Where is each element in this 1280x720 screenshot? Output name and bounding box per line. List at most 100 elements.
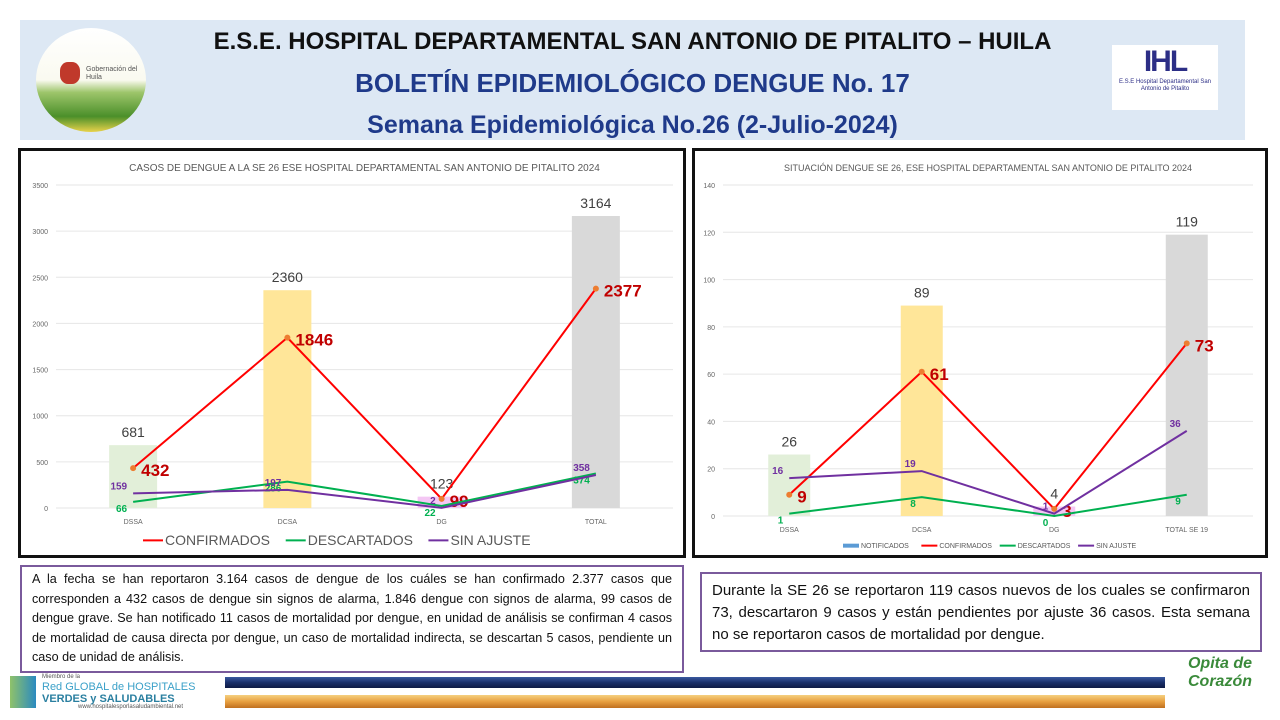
bar-value-label: 4 <box>1050 486 1058 502</box>
bar-value-label: 681 <box>121 424 145 440</box>
bulletin-title: BOLETÍN EPIDEMIOLÓGICO DENGUE No. 17 <box>355 68 910 98</box>
chart-week-situation: SITUACIÓN DENGUE SE 26, ESE HOSPITAL DEP… <box>692 148 1268 558</box>
x-tick-label: DSSA <box>124 519 143 526</box>
hospital-title: E.S.E. HOSPITAL DEPARTAMENTAL SAN ANTONI… <box>213 28 1052 55</box>
y-tick-label: 100 <box>703 278 715 285</box>
y-tick-label: 120 <box>703 230 715 237</box>
chart-title: CASOS DE DENGUE A LA SE 26 ESE HOSPITAL … <box>129 163 600 174</box>
data-label-descartados: 1 <box>778 516 784 527</box>
header-banner <box>20 20 1245 140</box>
series-line-confirmados <box>788 342 1188 511</box>
red-global-hospitales-logo: Miembro de la Red GLOBAL de HOSPITALES V… <box>8 672 218 712</box>
legend-item: CONFIRMADOS <box>939 543 992 550</box>
y-tick-label: 0 <box>44 506 48 513</box>
x-tick-label: TOTAL <box>585 519 607 526</box>
chart-title: SITUACIÓN DENGUE SE 26, ESE HOSPITAL DEP… <box>784 163 1192 173</box>
x-tick-label: DSSA <box>780 527 799 534</box>
bar-dcsa <box>900 305 943 516</box>
data-label-confirmados: 9 <box>797 488 806 507</box>
bar-total <box>571 216 620 508</box>
bar-value-label: 2360 <box>272 269 303 285</box>
data-label-descartados: 8 <box>910 499 916 510</box>
y-tick-label: 1000 <box>32 414 48 421</box>
y-tick-label: 80 <box>707 325 715 332</box>
epi-week-title: Semana Epidemiológica No.26 (2-Julio-202… <box>367 111 898 139</box>
confirmados-point <box>1183 340 1190 347</box>
series-line-descartados <box>789 493 1187 518</box>
x-tick-label: DG <box>436 519 447 526</box>
confirmados-point <box>592 285 599 292</box>
data-label-confirmados: 3 <box>1062 502 1071 521</box>
data-label-confirmados: 1846 <box>295 331 333 350</box>
legend-item: DESCARTADOS <box>1018 543 1071 550</box>
y-tick-label: 140 <box>703 183 715 190</box>
cumulative-summary-text: A la fecha se han reportaron 3.164 casos… <box>20 565 684 673</box>
data-label-confirmados: 73 <box>1195 336 1214 355</box>
bar-dssa <box>768 454 811 516</box>
y-tick-label: 2500 <box>32 275 48 282</box>
week-summary-text: Durante la SE 26 se reportaron 119 casos… <box>700 572 1262 652</box>
data-label-descartados: 286 <box>265 484 282 495</box>
legend-item: CONFIRMADOS <box>165 532 270 548</box>
bar-value-label: 123 <box>430 476 454 492</box>
data-label-descartados: 0 <box>1043 518 1049 529</box>
bar-total-se-19 <box>1165 234 1208 516</box>
coat-of-arms-icon <box>60 62 80 84</box>
gobernacion-huila-logo: Gobernación del Huila <box>36 28 146 132</box>
bar-value-label: 119 <box>1176 214 1199 230</box>
hospital-logo: IHL E.S.E Hospital Departamental San Ant… <box>1112 45 1218 110</box>
legend-item: SIN AJUSTE <box>450 532 530 548</box>
data-label-confirmados: 2377 <box>604 282 642 301</box>
chart-cumulative-cases: CASOS DE DENGUE A LA SE 26 ESE HOSPITAL … <box>18 148 686 558</box>
legend-item: DESCARTADOS <box>308 532 413 548</box>
y-tick-label: 0 <box>711 514 715 521</box>
footer-orange-stripe <box>225 695 1165 708</box>
x-tick-label: DG <box>1049 527 1060 534</box>
series-line-confirmados <box>132 288 597 501</box>
data-label-descartados: 9 <box>1175 497 1181 508</box>
x-tick-label: TOTAL SE 19 <box>1165 527 1208 534</box>
y-tick-label: 3000 <box>32 229 48 236</box>
confirmados-point <box>284 334 291 341</box>
data-label-sin-ajuste: 19 <box>905 459 917 470</box>
confirmados-point <box>130 465 137 472</box>
y-tick-label: 2000 <box>32 321 48 328</box>
series-line-sin-ajuste <box>789 430 1188 515</box>
footer-blue-stripe <box>225 677 1165 688</box>
confirmados-point <box>786 491 793 498</box>
legend-item: NOTIFICADOS <box>861 543 909 550</box>
opita-de-corazon-logo: Opita de Corazón <box>1187 655 1252 690</box>
bar-value-label: 89 <box>914 285 930 301</box>
data-label-sin-ajuste: 2 <box>430 496 436 507</box>
confirmados-point <box>438 495 445 502</box>
y-tick-label: 40 <box>707 419 715 426</box>
data-label-descartados: 22 <box>425 508 437 519</box>
bar-value-label: 3164 <box>580 195 611 211</box>
chart-week-svg: SITUACIÓN DENGUE SE 26, ESE HOSPITAL DEP… <box>703 163 1253 550</box>
x-tick-label: DCSA <box>278 519 298 526</box>
data-label-sin-ajuste: 159 <box>110 481 127 492</box>
data-label-confirmados: 61 <box>930 365 949 384</box>
data-label-descartados: 374 <box>573 475 590 486</box>
y-tick-label: 3500 <box>32 183 48 190</box>
y-tick-label: 1500 <box>32 368 48 375</box>
y-tick-label: 20 <box>707 467 715 474</box>
data-label-descartados: 66 <box>116 504 128 515</box>
gobernacion-logo-text: Gobernación del Huila <box>86 66 138 81</box>
data-label-sin-ajuste: 36 <box>1170 419 1182 430</box>
data-label-sin-ajuste: 16 <box>772 466 784 477</box>
x-tick-label: DCSA <box>912 527 932 534</box>
data-label-sin-ajuste: 197 <box>265 478 282 489</box>
data-label-sin-ajuste: 1 <box>1043 502 1049 513</box>
bar-dcsa <box>263 290 312 508</box>
confirmados-point <box>918 368 925 375</box>
confirmados-point <box>1051 505 1058 512</box>
series-line-sin-ajuste <box>133 473 597 509</box>
data-label-confirmados: 432 <box>141 461 169 480</box>
chart-cumulative-svg: CASOS DE DENGUE A LA SE 26 ESE HOSPITAL … <box>32 163 673 548</box>
y-tick-label: 60 <box>707 372 715 379</box>
legend-item: SIN AJUSTE <box>1096 543 1136 550</box>
bar-value-label: 26 <box>781 434 797 450</box>
bar-dg <box>417 496 466 508</box>
data-label-sin-ajuste: 358 <box>573 463 590 474</box>
